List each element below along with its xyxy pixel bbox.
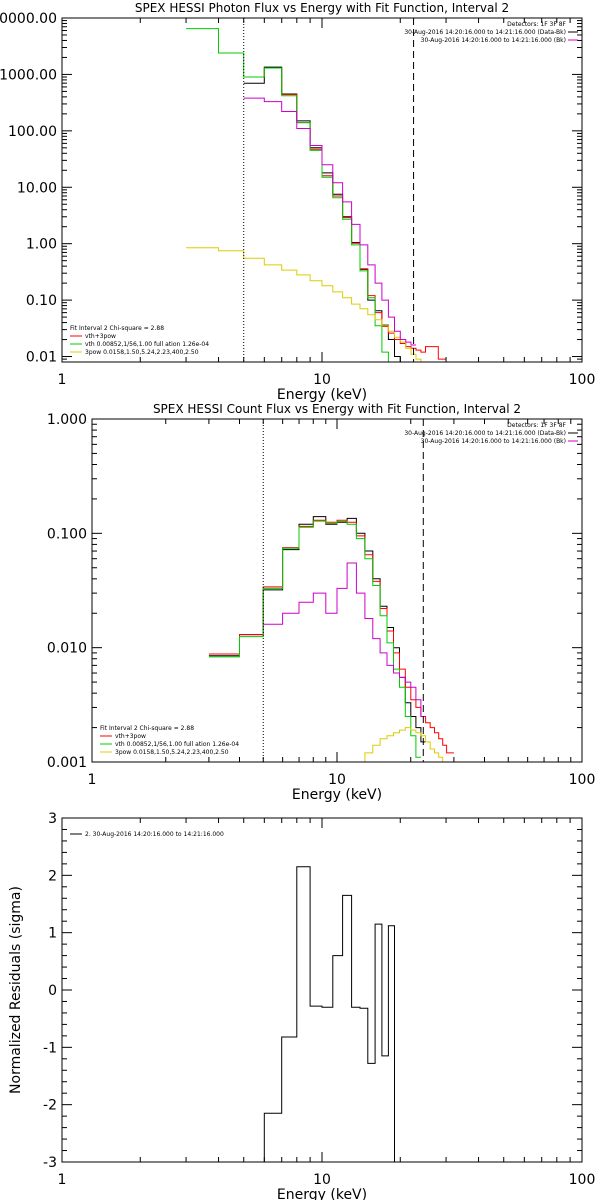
fit-legend-text: 3pow 0.0158,1.50,5.24,2.23,400,2.50	[115, 749, 229, 756]
header-legend-text: Detectors: 1F 3F 8F	[507, 21, 566, 28]
y-tick-label: 1000.00	[0, 67, 57, 83]
fit-legend-text: Fit Interval 2 Chi-square = 2.88	[70, 325, 164, 332]
x-tick-label: 1	[58, 1172, 67, 1188]
y-tick-label: 0.100	[47, 526, 87, 542]
series-vth-line	[186, 28, 389, 362]
y-tick-label: 2	[48, 868, 57, 884]
axes-frame	[61, 17, 583, 363]
header-legend-text: 30-Aug-2016 14:20:16.000 to 14:21:16.000…	[421, 37, 566, 44]
chart-title: SPEX HESSI Photon Flux vs Energy with Fi…	[135, 1, 509, 15]
y-tick-label: 100.00	[8, 124, 57, 140]
fit-legend-text: vth 0.00852,1/56,1.00 full ation 1.26e-0…	[115, 741, 239, 748]
series-group	[208, 516, 454, 762]
y-tick-label: 3	[48, 811, 57, 827]
panel-2: SPEX HESSI Count Flux vs Energy with Fit…	[47, 402, 595, 803]
y-tick-label: 1.00	[26, 237, 57, 253]
y-tick-label: -1	[43, 1040, 57, 1056]
series-3pow-line	[186, 247, 426, 362]
x-tick-label: 10	[313, 1172, 331, 1188]
axes-frame	[61, 817, 583, 1163]
header-legend-text: 30-Aug-2016 14:20:16.000 to 14:21:16.000…	[404, 430, 566, 437]
series-vth-line	[208, 520, 421, 758]
header-legend-text: 30-Aug-2016 14:20:16.000 to 14:21:16.000…	[421, 438, 566, 445]
fit-legend-text: Fit Interval 2 Chi-square = 2.88	[100, 725, 194, 732]
y-tick-label: 1	[48, 926, 57, 942]
x-tick-label: 10	[313, 372, 331, 388]
chart-title: SPEX HESSI Count Flux vs Energy with Fit…	[153, 402, 521, 416]
x-tick-label: 100	[569, 372, 596, 388]
y-tick-label: 0.010	[47, 641, 87, 657]
y-axis-label: Normalized Residuals (sigma)	[8, 886, 24, 1094]
series-data-bk-line	[208, 516, 426, 743]
y-tick-label: 10.00	[17, 180, 57, 196]
series-group	[263, 866, 395, 1162]
series-bk-line	[263, 562, 426, 717]
panel-3: 1 10 100 -3 -2 -1 0 1 2 3 Energy (keV) Normalized R…	[8, 811, 595, 1200]
series-vth-3pow-line	[243, 67, 447, 360]
x-tick-label: 1	[58, 372, 67, 388]
x-axis-label: Energy (keV)	[292, 787, 382, 803]
x-tick-label: 100	[569, 1172, 596, 1188]
series-data-bk-line	[243, 66, 401, 362]
header-legend-text: 30-Aug-2016 14:20:16.000 to 14:21:16.000…	[404, 29, 566, 36]
y-tick-label: 0.001	[47, 755, 87, 771]
series-residual-line	[263, 866, 395, 1162]
y-tick-label: 0.10	[26, 293, 57, 309]
fit-legend-text: vth 0.00852,1/56,1.00 full ation 1.26e-0…	[85, 341, 209, 348]
x-tick-label: 100	[569, 772, 596, 788]
x-tick-label: 10	[328, 772, 346, 788]
series-bk-line	[243, 97, 416, 346]
x-axis-label: Energy (keV)	[277, 387, 367, 403]
y-tick-label: 0000.00	[0, 11, 57, 27]
x-axis-label: Energy (keV)	[277, 1187, 367, 1200]
fit-legend-text: 3pow 0.0158,1.50,5.24,2.23,400,2.50	[85, 349, 199, 356]
y-tick-label: -2	[43, 1098, 57, 1114]
fit-legend-text: 2. 30-Aug-2016 14:20:16.000 to 14:21:16.…	[85, 831, 224, 838]
panel-1: SPEX HESSI Photon Flux vs Energy with Fi…	[0, 1, 596, 403]
series-group	[186, 28, 447, 362]
y-tick-label: 1.000	[47, 412, 87, 428]
y-tick-label: -3	[43, 1155, 57, 1171]
header-legend-text: Detectors: 1F 3F 8F	[507, 422, 566, 429]
series-3pow-line	[355, 727, 448, 762]
y-tick-label: 0.01	[26, 350, 57, 366]
fit-legend-text: vth+3pow	[85, 333, 116, 340]
y-tick-label: 0	[48, 983, 57, 999]
x-tick-label: 1	[88, 772, 97, 788]
fit-legend-text: vth+3pow	[115, 733, 146, 740]
